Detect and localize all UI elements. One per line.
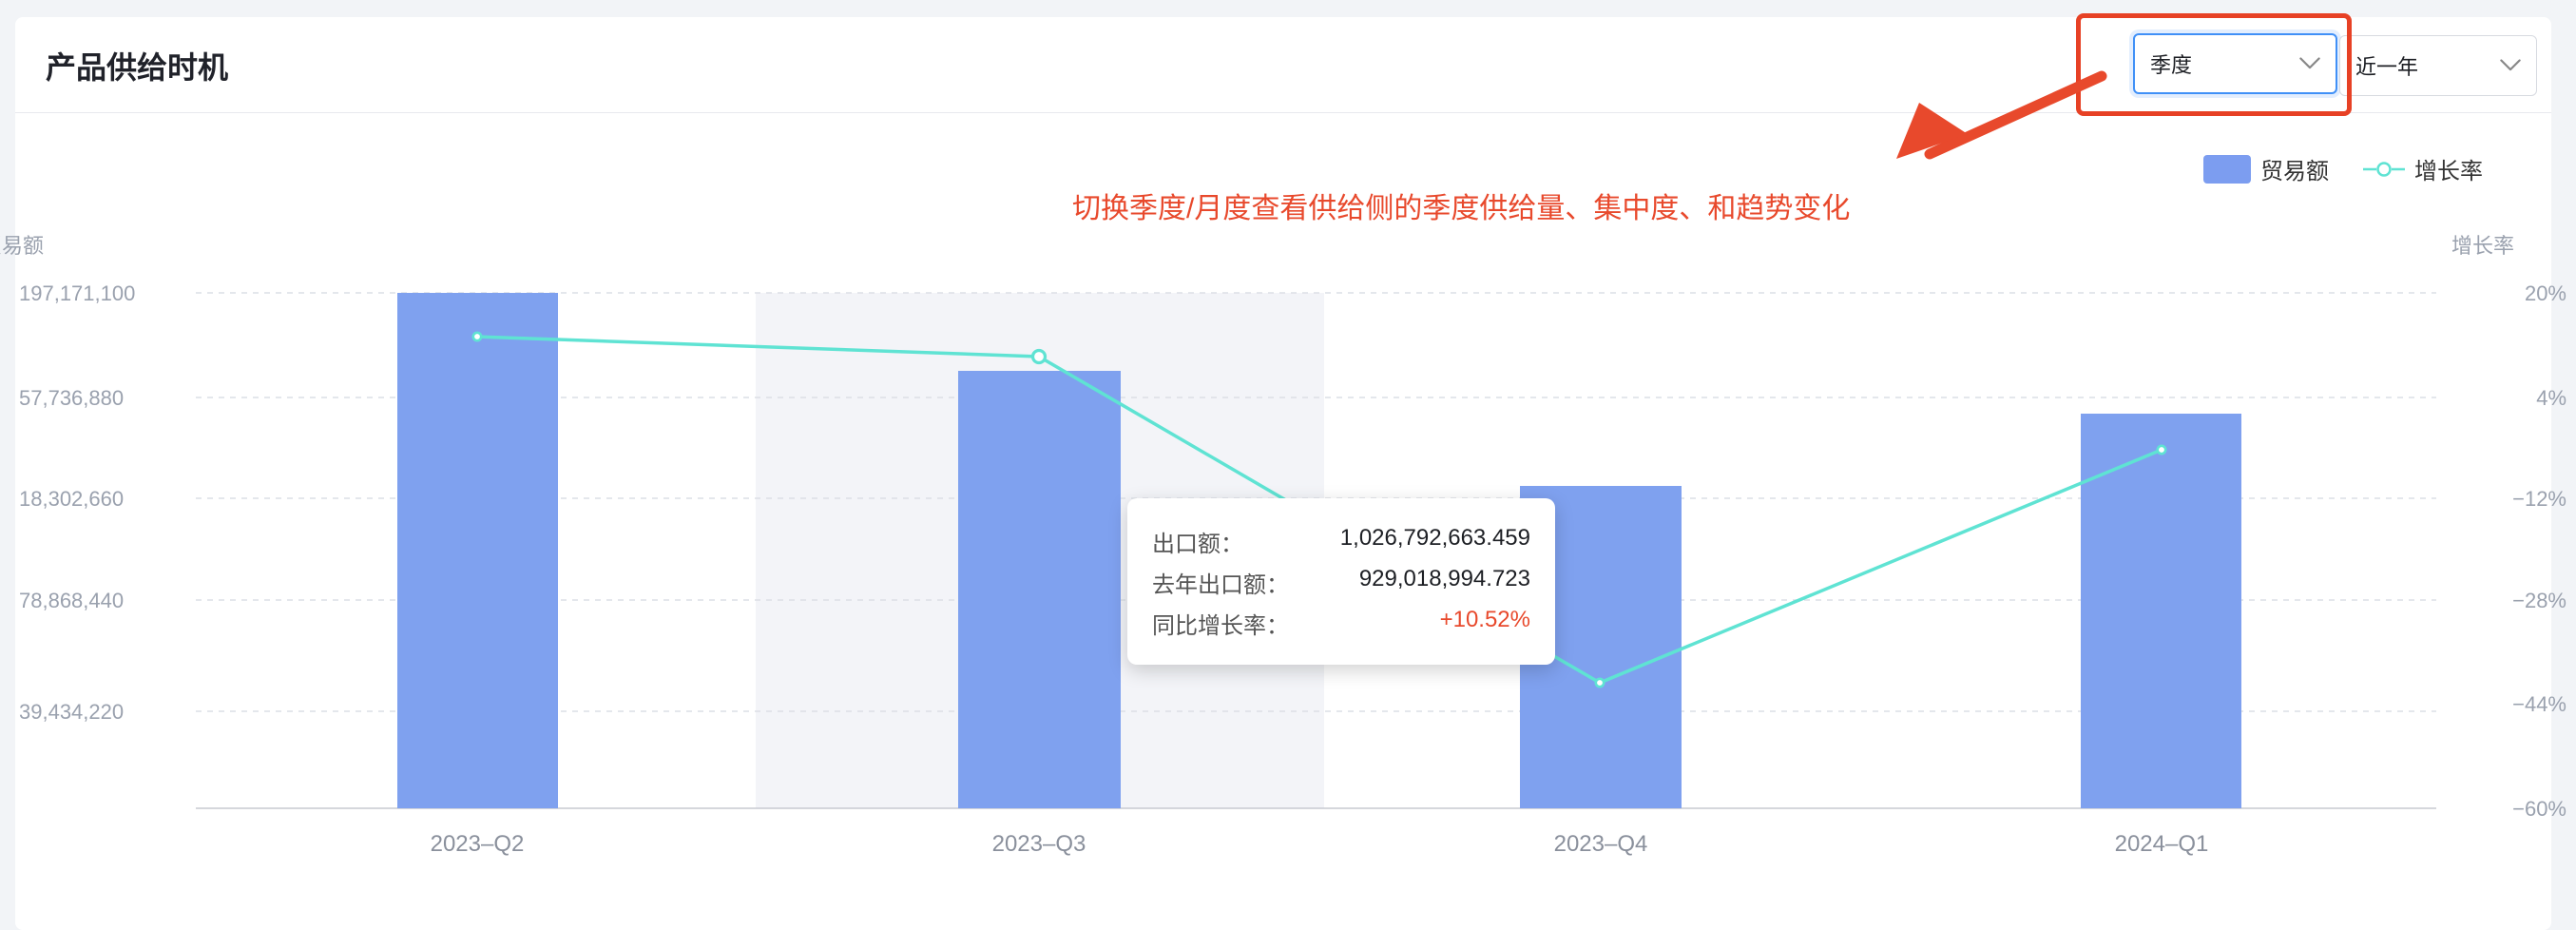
svg-text:57,736,880: 57,736,880 (19, 386, 124, 410)
svg-text:78,868,440: 78,868,440 (19, 589, 124, 612)
svg-text:2023–Q4: 2023–Q4 (1554, 831, 1648, 857)
svg-text:−44%: −44% (2512, 692, 2566, 716)
svg-text:20%: 20% (2525, 281, 2566, 305)
svg-text:2023–Q3: 2023–Q3 (992, 831, 1086, 857)
svg-text:2024–Q1: 2024–Q1 (2115, 831, 2209, 857)
svg-text:−60%: −60% (2512, 797, 2566, 821)
svg-text:−12%: −12% (2512, 487, 2566, 511)
svg-text:−28%: −28% (2512, 589, 2566, 612)
svg-text:197,171,100: 197,171,100 (19, 281, 135, 305)
svg-text:18,302,660: 18,302,660 (19, 487, 124, 511)
svg-text:4%: 4% (2536, 386, 2566, 410)
svg-text:39,434,220: 39,434,220 (19, 700, 124, 724)
svg-text:2023–Q2: 2023–Q2 (431, 831, 525, 857)
